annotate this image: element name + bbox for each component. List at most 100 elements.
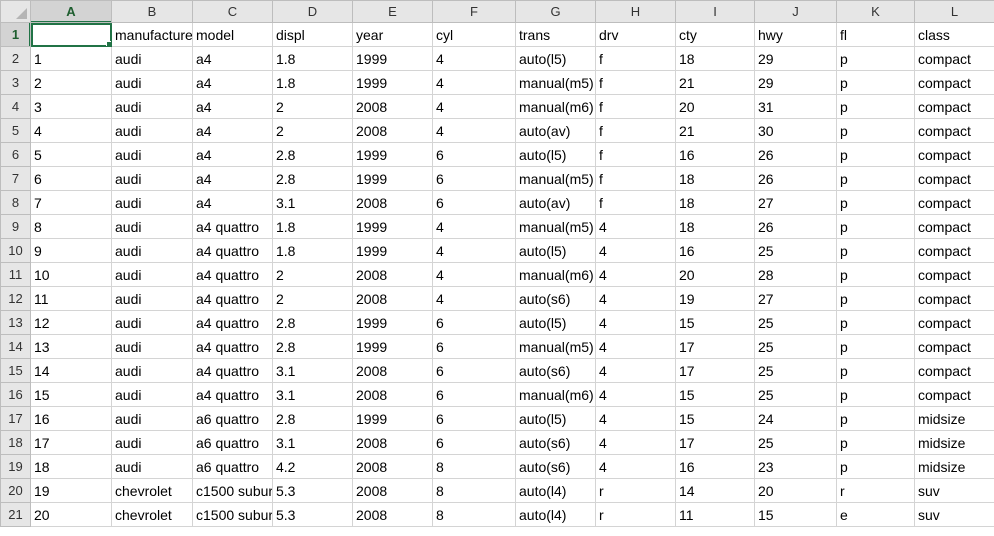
cell-f18[interactable]: 6 bbox=[432, 430, 516, 455]
cell-e11[interactable]: 2008 bbox=[352, 262, 433, 287]
cell-l10[interactable]: compact bbox=[914, 238, 994, 263]
cell-j2[interactable]: 29 bbox=[754, 46, 837, 71]
cell-c21[interactable]: c1500 suburban 2wd bbox=[192, 502, 273, 527]
cell-l6[interactable]: compact bbox=[914, 142, 994, 167]
cell-f11[interactable]: 4 bbox=[432, 262, 516, 287]
row-header[interactable]: 3 bbox=[0, 70, 31, 95]
cell-a2[interactable]: 1 bbox=[30, 46, 112, 71]
cell-c10[interactable]: a4 quattro bbox=[192, 238, 273, 263]
cell-c14[interactable]: a4 quattro bbox=[192, 334, 273, 359]
cell-a17[interactable]: 16 bbox=[30, 406, 112, 431]
cell-f6[interactable]: 6 bbox=[432, 142, 516, 167]
cell-e20[interactable]: 2008 bbox=[352, 478, 433, 503]
cell-g16[interactable]: manual(m6) bbox=[515, 382, 596, 407]
cell-f7[interactable]: 6 bbox=[432, 166, 516, 191]
cell-k11[interactable]: p bbox=[836, 262, 915, 287]
cell-d20[interactable]: 5.3 bbox=[272, 478, 353, 503]
cell-a15[interactable]: 14 bbox=[30, 358, 112, 383]
cell-b12[interactable]: audi bbox=[111, 286, 193, 311]
cell-i4[interactable]: 20 bbox=[675, 94, 755, 119]
cell-e2[interactable]: 1999 bbox=[352, 46, 433, 71]
cell-c6[interactable]: a4 bbox=[192, 142, 273, 167]
cell-h15[interactable]: 4 bbox=[595, 358, 676, 383]
cell-l11[interactable]: compact bbox=[914, 262, 994, 287]
cell-k3[interactable]: p bbox=[836, 70, 915, 95]
cell-a16[interactable]: 15 bbox=[30, 382, 112, 407]
cell-l20[interactable]: suv bbox=[914, 478, 994, 503]
cell-c20[interactable]: c1500 suburban 2wd bbox=[192, 478, 273, 503]
cell-k14[interactable]: p bbox=[836, 334, 915, 359]
cell-a4[interactable]: 3 bbox=[30, 94, 112, 119]
cell-i18[interactable]: 17 bbox=[675, 430, 755, 455]
cell-i12[interactable]: 19 bbox=[675, 286, 755, 311]
column-header-a[interactable]: A bbox=[30, 0, 112, 23]
cell-h3[interactable]: f bbox=[595, 70, 676, 95]
cell-h9[interactable]: 4 bbox=[595, 214, 676, 239]
cell-d11[interactable]: 2 bbox=[272, 262, 353, 287]
column-header-f[interactable]: F bbox=[432, 0, 516, 23]
cell-e16[interactable]: 2008 bbox=[352, 382, 433, 407]
cell-h12[interactable]: 4 bbox=[595, 286, 676, 311]
cell-b2[interactable]: audi bbox=[111, 46, 193, 71]
cell-a3[interactable]: 2 bbox=[30, 70, 112, 95]
column-header-b[interactable]: B bbox=[111, 0, 193, 23]
cell-f21[interactable]: 8 bbox=[432, 502, 516, 527]
cell-b9[interactable]: audi bbox=[111, 214, 193, 239]
cell-l4[interactable]: compact bbox=[914, 94, 994, 119]
cell-g13[interactable]: auto(l5) bbox=[515, 310, 596, 335]
cell-d8[interactable]: 3.1 bbox=[272, 190, 353, 215]
row-header[interactable]: 17 bbox=[0, 406, 31, 431]
cell-f1[interactable]: cyl bbox=[432, 22, 516, 47]
cell-l13[interactable]: compact bbox=[914, 310, 994, 335]
cell-a12[interactable]: 11 bbox=[30, 286, 112, 311]
cell-d3[interactable]: 1.8 bbox=[272, 70, 353, 95]
cell-g8[interactable]: auto(av) bbox=[515, 190, 596, 215]
column-header-c[interactable]: C bbox=[192, 0, 273, 23]
cell-d12[interactable]: 2 bbox=[272, 286, 353, 311]
cell-d14[interactable]: 2.8 bbox=[272, 334, 353, 359]
cell-e5[interactable]: 2008 bbox=[352, 118, 433, 143]
cell-f16[interactable]: 6 bbox=[432, 382, 516, 407]
cell-b16[interactable]: audi bbox=[111, 382, 193, 407]
cell-d18[interactable]: 3.1 bbox=[272, 430, 353, 455]
cell-g10[interactable]: auto(l5) bbox=[515, 238, 596, 263]
cell-b14[interactable]: audi bbox=[111, 334, 193, 359]
row-header[interactable]: 10 bbox=[0, 238, 31, 263]
cell-h4[interactable]: f bbox=[595, 94, 676, 119]
row-header[interactable]: 18 bbox=[0, 430, 31, 455]
cell-h18[interactable]: 4 bbox=[595, 430, 676, 455]
cell-l14[interactable]: compact bbox=[914, 334, 994, 359]
select-all-corner[interactable] bbox=[0, 0, 31, 23]
cell-l19[interactable]: midsize bbox=[914, 454, 994, 479]
cell-d5[interactable]: 2 bbox=[272, 118, 353, 143]
cell-h1[interactable]: drv bbox=[595, 22, 676, 47]
cell-e17[interactable]: 1999 bbox=[352, 406, 433, 431]
cell-a20[interactable]: 19 bbox=[30, 478, 112, 503]
cell-l21[interactable]: suv bbox=[914, 502, 994, 527]
cell-b5[interactable]: audi bbox=[111, 118, 193, 143]
cell-i8[interactable]: 18 bbox=[675, 190, 755, 215]
cell-a10[interactable]: 9 bbox=[30, 238, 112, 263]
row-header[interactable]: 16 bbox=[0, 382, 31, 407]
cell-i21[interactable]: 11 bbox=[675, 502, 755, 527]
cell-h21[interactable]: r bbox=[595, 502, 676, 527]
cell-a21[interactable]: 20 bbox=[30, 502, 112, 527]
cell-j15[interactable]: 25 bbox=[754, 358, 837, 383]
cell-b3[interactable]: audi bbox=[111, 70, 193, 95]
cell-l16[interactable]: compact bbox=[914, 382, 994, 407]
cell-i9[interactable]: 18 bbox=[675, 214, 755, 239]
cell-b1[interactable]: manufacturer bbox=[111, 22, 193, 47]
row-header[interactable]: 12 bbox=[0, 286, 31, 311]
cell-h5[interactable]: f bbox=[595, 118, 676, 143]
cell-i20[interactable]: 14 bbox=[675, 478, 755, 503]
cell-a18[interactable]: 17 bbox=[30, 430, 112, 455]
cell-b6[interactable]: audi bbox=[111, 142, 193, 167]
cell-e7[interactable]: 1999 bbox=[352, 166, 433, 191]
cell-k21[interactable]: e bbox=[836, 502, 915, 527]
cell-j6[interactable]: 26 bbox=[754, 142, 837, 167]
cell-e4[interactable]: 2008 bbox=[352, 94, 433, 119]
cell-l1[interactable]: class bbox=[914, 22, 994, 47]
cell-j20[interactable]: 20 bbox=[754, 478, 837, 503]
cell-b19[interactable]: audi bbox=[111, 454, 193, 479]
cell-i16[interactable]: 15 bbox=[675, 382, 755, 407]
